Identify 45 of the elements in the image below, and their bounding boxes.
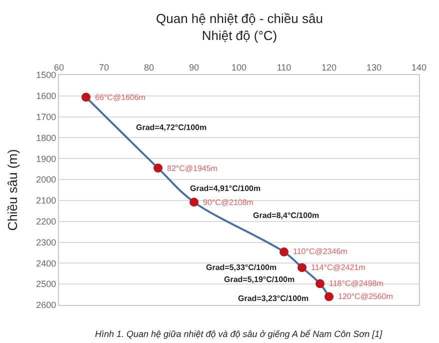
x-axis-title: Nhiệt độ (°C) — [202, 28, 278, 43]
annotation: Grad=5,33°C/100m — [206, 263, 277, 272]
annotation: 114°C@2421m — [311, 263, 366, 272]
x-tick-label: 100 — [231, 62, 247, 72]
y-tick-label: 1900 — [36, 154, 56, 164]
x-tick-label: 140 — [411, 62, 427, 72]
y-tick-label: 1600 — [36, 91, 56, 102]
y-tick-label: 2100 — [36, 196, 56, 206]
point — [280, 247, 288, 256]
y-tick-label: 1500 — [36, 70, 56, 80]
point — [298, 263, 306, 272]
y-tick-label: 1800 — [36, 132, 56, 143]
x-tick-label: 130 — [366, 62, 382, 72]
annotation: 82°C@1945m — [167, 164, 218, 173]
y-tick-label: 2600 — [36, 300, 56, 310]
annotation: Grad=5,19°C/100m — [224, 275, 295, 284]
y-tick-label: 2300 — [36, 237, 56, 248]
x-tick-label: 120 — [321, 62, 337, 72]
point — [190, 198, 198, 207]
point — [324, 292, 334, 302]
x-tick-label: 90 — [188, 62, 200, 72]
x-tick-label: 80 — [144, 62, 154, 72]
annotation: 110°C@2346m — [293, 247, 348, 256]
chart-title: Quan hệ nhiệt độ - chiều sâu — [156, 11, 323, 26]
annotation: Grad=3,23°C/100m — [238, 294, 309, 303]
y-tick-label: 1700 — [36, 112, 56, 122]
y-tick-label: 2500 — [36, 279, 56, 290]
y-tick-label: 2200 — [36, 216, 56, 227]
annotation: 120°C@2560m — [338, 292, 394, 301]
annotation: 66°C@1606m — [95, 93, 146, 102]
annotation: 90°C@2108m — [203, 198, 254, 207]
annotation: Grad=4,91°C/100m — [190, 184, 261, 193]
point — [316, 279, 324, 288]
point — [82, 92, 90, 102]
annotation: Grad=4,72°C/100m — [136, 123, 207, 132]
x-tick-label: 70 — [98, 62, 110, 72]
annotation: Grad=8,4°C/100m — [253, 211, 320, 220]
y-axis-title: Chiều sâu (m) — [5, 149, 20, 231]
annotation: 118°C@2498m — [329, 279, 384, 288]
point — [154, 164, 162, 173]
y-tick-label: 2000 — [36, 174, 56, 185]
x-tick-label: 60 — [54, 62, 64, 72]
y-tick-label: 2400 — [36, 258, 56, 268]
text: Hình 1. Quan hệ giữa nhiệt độ và độ sâu ở giếng A bể Nam Côn Sơn [1] — [95, 329, 383, 339]
x-tick-label: 110 — [276, 62, 292, 72]
